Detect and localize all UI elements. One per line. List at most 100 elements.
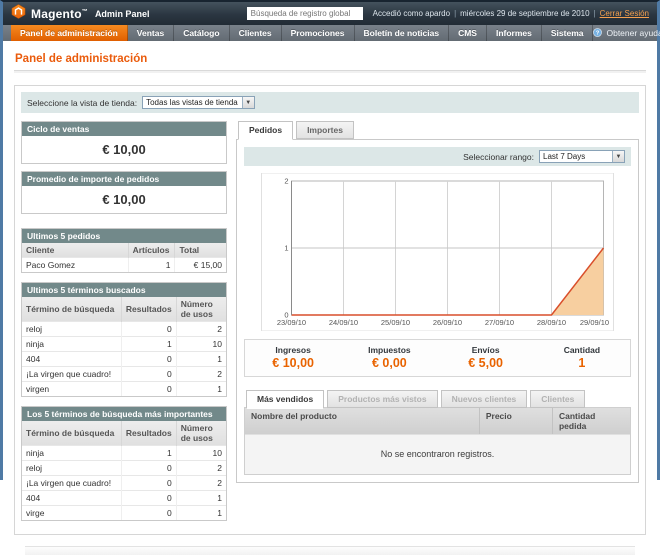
table-header-row: Término de búsqueda Resultados Número de…: [22, 297, 226, 322]
total-value: € 5,00: [438, 356, 534, 370]
total-envios: Envíos € 5,00: [438, 345, 534, 370]
svg-text:25/09/10: 25/09/10: [381, 318, 410, 327]
help-icon: ?: [593, 28, 602, 39]
table-row[interactable]: 404 0 1: [22, 491, 226, 506]
tab-new-customers[interactable]: Nuevos clientes: [441, 390, 528, 408]
box-title: Promedio de importe de pedidos: [22, 172, 226, 186]
range-select[interactable]: Last 7 Days ▼: [539, 150, 625, 163]
nav-item-ventas[interactable]: Ventas: [128, 25, 174, 41]
top-search-terms-box: Los 5 términos de búsqueda más important…: [21, 406, 227, 521]
table-row[interactable]: reloj 0 2: [22, 322, 226, 337]
cell-uses: 10: [176, 337, 226, 352]
cell-term: reloj: [22, 322, 121, 337]
cell-term: virge: [22, 506, 121, 521]
store-switcher-select[interactable]: Todas las vistas de tienda ▼: [142, 96, 255, 109]
tab-importes[interactable]: Importes: [296, 121, 354, 139]
tab-customers[interactable]: Clientes: [530, 390, 585, 408]
svg-text:1: 1: [284, 244, 288, 253]
average-orders-value: € 10,00: [22, 186, 226, 213]
range-value: Last 7 Days: [540, 151, 612, 162]
cell-results: 0: [121, 506, 176, 521]
title-divider: [14, 70, 646, 73]
column-header: Término de búsqueda: [22, 297, 121, 322]
table-row[interactable]: reloj 0 2: [22, 461, 226, 476]
cell-term: ¡La virgen que cuadro!: [22, 476, 121, 491]
table-row[interactable]: ninja 1 10: [22, 337, 226, 352]
global-search-input[interactable]: [247, 7, 363, 20]
table-row[interactable]: Paco Gomez 1 € 15,00: [22, 258, 226, 273]
app-header: Magento™ Admin Panel Accedió como apardo…: [3, 2, 657, 25]
cell-uses: 1: [176, 506, 226, 521]
header-separator: |: [594, 9, 596, 18]
svg-text:23/09/10: 23/09/10: [277, 318, 306, 327]
cell-results: 0: [121, 352, 176, 367]
nav-item-clientes[interactable]: Clientes: [230, 25, 282, 41]
svg-text:27/09/10: 27/09/10: [485, 318, 514, 327]
table-row[interactable]: virgen 0 1: [22, 382, 226, 397]
box-title: Los 5 términos de búsqueda más important…: [22, 407, 226, 421]
cell-results: 0: [121, 476, 176, 491]
magento-logo[interactable]: Magento™ Admin Panel: [11, 4, 149, 24]
tab-pedidos[interactable]: Pedidos: [238, 121, 293, 140]
lifetime-sales-value: € 10,00: [22, 136, 226, 163]
total-label: Impuestos: [341, 345, 437, 355]
cell-total: € 15,00: [175, 258, 226, 273]
last-orders-table: Cliente Artículos Total Paco Gomez 1 € 1…: [22, 243, 226, 272]
dashboard-main: Pedidos Importes Seleccionar rango: Last…: [236, 121, 639, 483]
logout-link[interactable]: Cerrar Sesión: [600, 9, 649, 18]
top-search-terms-table: Término de búsqueda Resultados Número de…: [22, 421, 226, 520]
cell-uses: 1: [176, 382, 226, 397]
nav-item-informes[interactable]: Informes: [487, 25, 542, 41]
average-orders-box: Promedio de importe de pedidos € 10,00: [21, 171, 227, 214]
grid-header: Nombre del producto Precio Cantidad pedi…: [245, 408, 630, 434]
cell-term: ninja: [22, 337, 121, 352]
window-frame: Magento™ Admin Panel Accedió como apardo…: [0, 0, 660, 480]
range-bar: Seleccionar rango: Last 7 Days ▼: [244, 147, 631, 166]
column-header: Artículos: [128, 243, 175, 258]
store-switcher-label: Seleccione la vista de tienda:: [27, 98, 137, 108]
dashboard-sidebar: Ciclo de ventas € 10,00 Promedio de impo…: [21, 121, 227, 528]
table-row[interactable]: virge 0 1: [22, 506, 226, 521]
total-cantidad: Cantidad 1: [534, 345, 630, 370]
cell-term: ninja: [22, 446, 121, 461]
cell-uses: 2: [176, 461, 226, 476]
svg-text:26/09/10: 26/09/10: [433, 318, 462, 327]
cell-customer: Paco Gomez: [22, 258, 128, 273]
column-header: Término de búsqueda: [22, 421, 121, 446]
date-text: miércoles 29 de septiembre de 2010: [460, 9, 589, 18]
cell-uses: 1: [176, 491, 226, 506]
logged-in-text: Accedió como apardo: [373, 9, 450, 18]
total-ingresos: Ingresos € 10,00: [245, 345, 341, 370]
total-value: € 10,00: [245, 356, 341, 370]
table-row[interactable]: ¡La virgen que cuadro! 0 2: [22, 367, 226, 382]
nav-item-boletin[interactable]: Boletín de noticias: [355, 25, 450, 41]
dashboard-panel: Seleccionar rango: Last 7 Days ▼ 01223/0…: [236, 139, 639, 483]
lifetime-sales-box: Ciclo de ventas € 10,00: [21, 121, 227, 164]
brand-text: Magento™: [31, 7, 88, 21]
cell-term: ¡La virgen que cuadro!: [22, 367, 121, 382]
store-switcher-value: Todas las vistas de tienda: [143, 97, 242, 108]
header-user-info: Accedió como apardo | miércoles 29 de se…: [373, 9, 649, 18]
nav-item-promociones[interactable]: Promociones: [282, 25, 355, 41]
total-label: Envíos: [438, 345, 534, 355]
last-search-terms-box: Ultimos 5 términos buscados Término de b…: [21, 282, 227, 397]
table-row[interactable]: 404 0 1: [22, 352, 226, 367]
cell-results: 0: [121, 382, 176, 397]
nav-item-catalogo[interactable]: Catálogo: [174, 25, 229, 41]
table-row[interactable]: ¡La virgen que cuadro! 0 2: [22, 476, 226, 491]
cell-results: 1: [121, 446, 176, 461]
tab-bestsellers[interactable]: Más vendidos: [246, 390, 324, 409]
products-tabs: Más vendidos Productos más vistos Nuevos…: [244, 390, 631, 408]
column-header: Resultados: [121, 297, 176, 322]
header-separator: |: [454, 9, 456, 18]
svg-text:28/09/10: 28/09/10: [537, 318, 566, 327]
nav-item-cms[interactable]: CMS: [449, 25, 487, 41]
nav-item-dashboard[interactable]: Panel de administración: [11, 25, 128, 41]
help-link[interactable]: ? Obtener ayuda para esta página: [593, 25, 660, 41]
tab-most-viewed[interactable]: Productos más vistos: [327, 390, 437, 408]
totals-bar: Ingresos € 10,00 Impuestos € 0,00 Envíos…: [244, 339, 631, 377]
cell-results: 0: [121, 461, 176, 476]
svg-text:?: ?: [596, 30, 600, 36]
table-row[interactable]: ninja 1 10: [22, 446, 226, 461]
nav-item-sistema[interactable]: Sistema: [542, 25, 594, 41]
